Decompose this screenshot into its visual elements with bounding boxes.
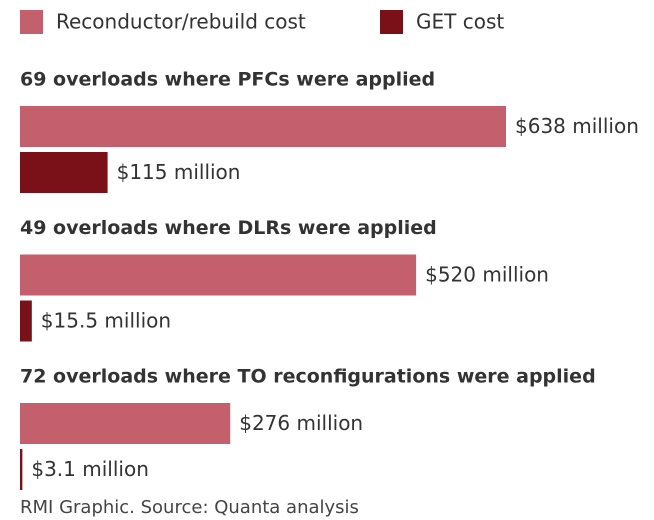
value-label: $3.1 million [31,457,149,481]
bar [20,449,23,490]
value-label: $276 million [239,411,363,435]
bar [20,403,231,444]
legend-swatch [20,10,43,34]
group-title: 72 overloads where TO reconfigurations w… [20,366,596,388]
bar [20,106,506,147]
source-note: RMI Graphic. Source: Quanta analysis [20,497,359,518]
value-label: $115 million [117,160,241,184]
value-label: $638 million [515,114,639,138]
legend-label: GET cost [416,10,504,34]
group-title: 49 overloads where DLRs were applied [20,217,437,239]
group-title: 69 overloads where PFCs were applied [20,69,435,91]
bar [20,254,417,296]
bar [20,152,108,193]
value-label: $520 million [425,263,549,287]
bar [20,300,32,342]
legend-swatch [380,10,403,34]
legend-label: Reconductor/rebuild cost [56,10,306,34]
value-label: $15.5 million [41,309,171,333]
